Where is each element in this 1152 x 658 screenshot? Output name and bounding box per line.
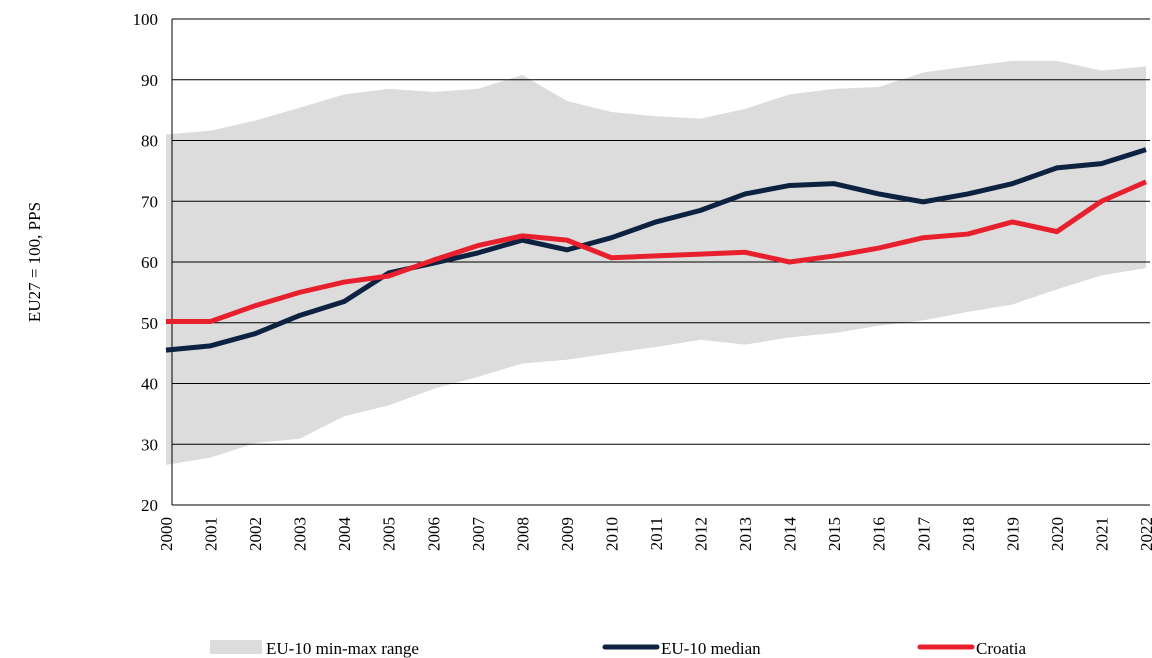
y-axis-label: EU27 = 100, PPS [25,202,44,322]
x-tick-label: 2005 [380,517,399,551]
x-tick-label: 2021 [1092,517,1111,551]
x-tick-label: 2016 [870,517,889,551]
y-tick-label: 90 [141,71,158,90]
x-tick-label: 2003 [291,517,310,551]
x-tick-label: 2014 [781,517,800,552]
x-tick-label: 2001 [202,517,221,551]
legend-label: Croatia [976,639,1026,658]
legend-swatch [210,640,262,654]
y-tick-label: 100 [133,10,159,29]
x-tick-label: 2000 [157,517,176,551]
x-tick-label: 2007 [469,517,488,552]
legend-label: EU-10 median [661,639,761,658]
y-tick-label: 60 [141,253,158,272]
x-tick-label: 2017 [914,517,933,552]
x-tick-label: 2020 [1048,517,1067,551]
y-tick-label: 30 [141,435,158,454]
x-tick-label: 2013 [736,517,755,551]
x-tick-label: 2011 [647,517,666,550]
x-tick-label: 2006 [424,517,443,551]
x-tick-label: 2022 [1137,517,1152,551]
range-area [166,60,1146,465]
x-tick-label: 2019 [1003,517,1022,551]
y-tick-label: 80 [141,132,158,151]
line [166,179,1147,325]
y-tick-label: 20 [141,496,158,515]
y-tick-label: 40 [141,375,158,394]
x-tick-label: 2008 [513,517,532,551]
y-tick-label: 50 [141,314,158,333]
x-tick-label: 2004 [335,517,354,552]
x-tick-label: 2012 [692,517,711,551]
x-tick-label: 2002 [246,517,265,551]
x-tick-label: 2010 [602,517,621,551]
x-tick-label: 2009 [558,517,577,551]
line [165,147,1147,353]
x-tick-label: 2018 [959,517,978,551]
x-tick-label: 2015 [825,517,844,551]
y-tick-label: 70 [141,192,158,211]
legend-label: EU-10 min-max range [266,639,419,658]
